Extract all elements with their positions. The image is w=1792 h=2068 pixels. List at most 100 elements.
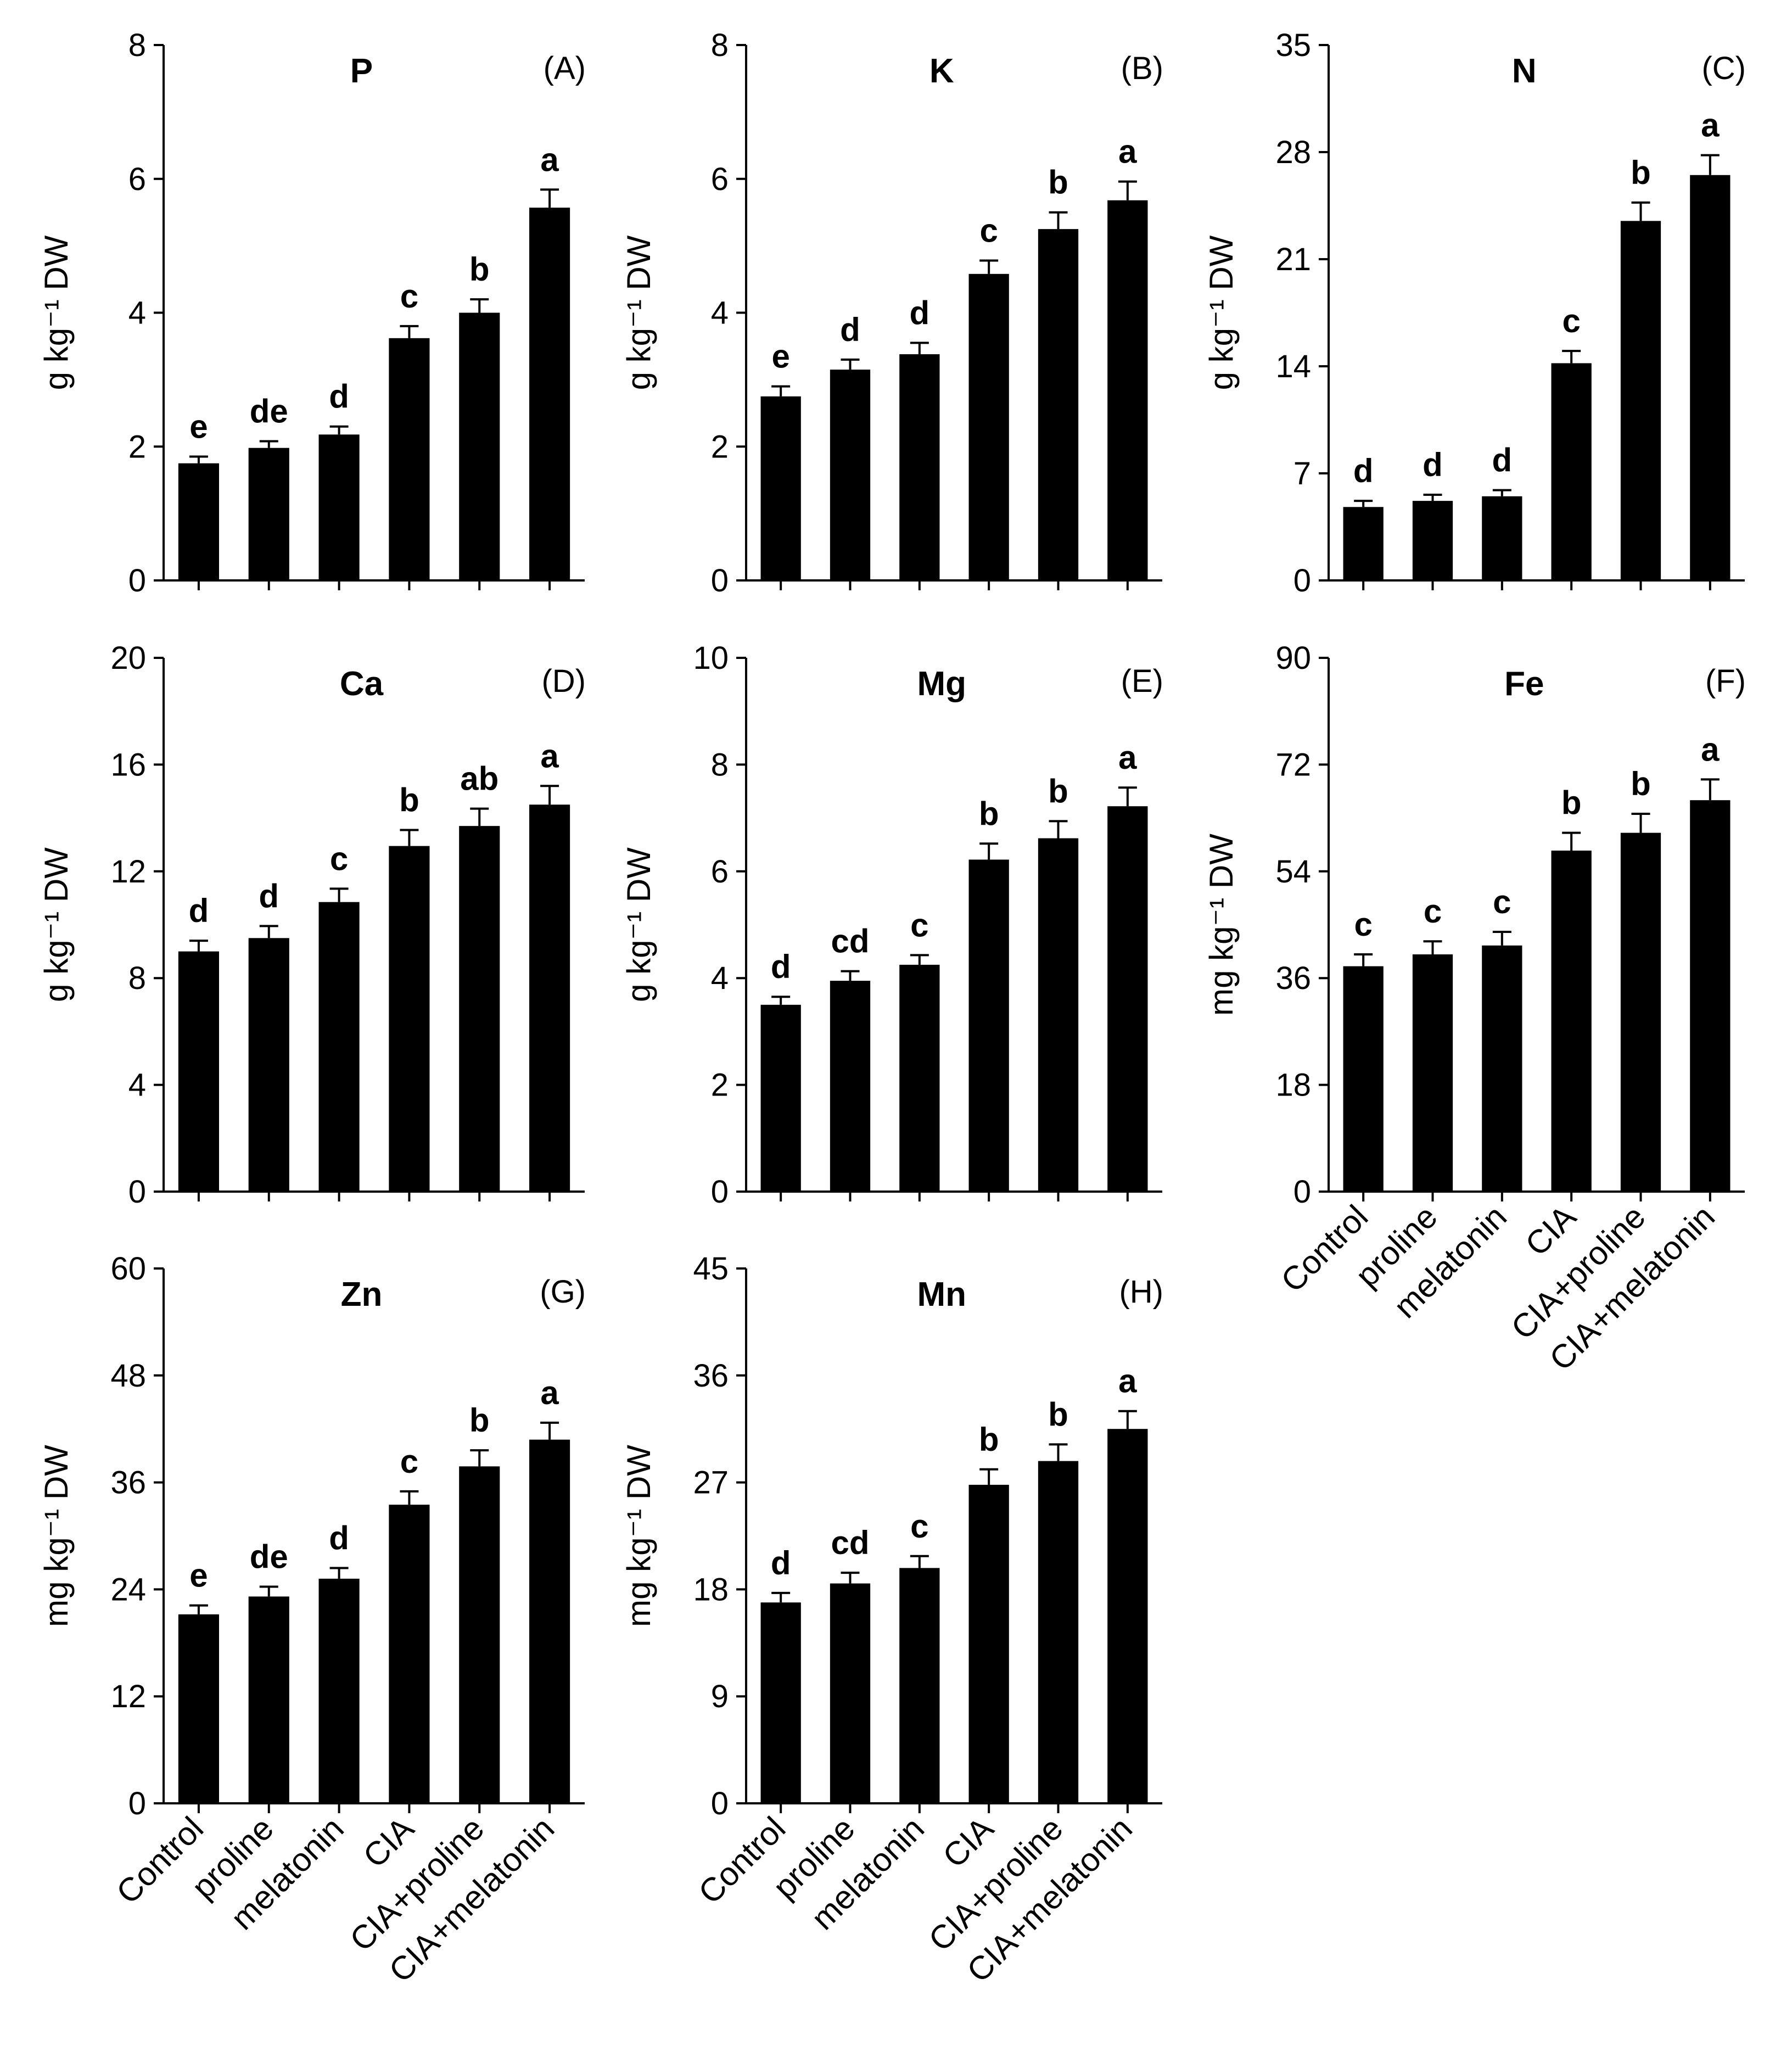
significance-letter: c: [400, 1443, 418, 1480]
y-axis-label: mg kg⁻¹ DW: [620, 1445, 657, 1627]
y-tick-label: 48: [110, 1358, 146, 1394]
y-tick-label: 0: [1293, 563, 1311, 599]
panel-k: 0 2 4 6 8 g kg⁻¹ DW K (B) e d d c b a: [620, 27, 1163, 599]
bar-control: [178, 951, 219, 1192]
y-tick-label: 8: [711, 27, 729, 63]
y-tick-label: 36: [693, 1358, 729, 1394]
significance-letter: d: [840, 311, 860, 348]
significance-letter: a: [540, 737, 559, 774]
bar-control: [760, 1602, 801, 1803]
significance-letter: c: [979, 212, 998, 249]
y-tick-label: 12: [110, 854, 146, 890]
y-tick-label: 18: [693, 1572, 729, 1607]
significance-letter: d: [771, 1545, 791, 1581]
panel-title: Ca: [340, 665, 384, 703]
y-tick-label: 2: [711, 1067, 729, 1103]
bar-control: [178, 1614, 219, 1803]
bar-proline: [1412, 501, 1453, 580]
significance-letter: d: [1353, 452, 1374, 489]
significance-letter: b: [469, 1402, 490, 1439]
significance-letter: d: [771, 948, 791, 985]
y-tick-label: 8: [711, 747, 729, 783]
bar-melatonin: [1482, 945, 1522, 1192]
significance-letter: cd: [831, 923, 869, 960]
panel-title: Mg: [917, 665, 966, 703]
bar-cia-proline: [459, 1466, 500, 1803]
y-axis-label: g kg⁻¹ DW: [620, 847, 657, 1002]
x-category-label: Control: [691, 1810, 792, 1911]
y-tick-label: 0: [128, 1174, 146, 1210]
y-tick-label: 36: [1275, 960, 1311, 996]
bar-cia-melatonin: [1107, 200, 1148, 580]
significance-letter: b: [1048, 164, 1068, 201]
significance-letter: e: [771, 338, 789, 375]
significance-letter: a: [1118, 739, 1137, 776]
panel-tag: (G): [540, 1274, 586, 1310]
significance-letter: a: [1701, 731, 1720, 768]
y-axis-label: g kg⁻¹ DW: [38, 847, 75, 1002]
bar-proline: [248, 1596, 289, 1803]
significance-letter: d: [1423, 446, 1443, 483]
y-tick-label: 60: [110, 1251, 146, 1287]
bar-cia-melatonin: [1690, 800, 1731, 1192]
significance-letter: d: [1492, 442, 1513, 479]
significance-letter: de: [250, 393, 288, 430]
bar-cia-melatonin: [529, 208, 570, 580]
panel-title: Zn: [341, 1276, 383, 1314]
significance-letter: b: [979, 1421, 999, 1458]
y-tick-label: 10: [693, 640, 729, 676]
significance-letter: c: [1354, 906, 1372, 943]
y-tick-label: 4: [711, 295, 729, 331]
y-tick-label: 7: [1293, 456, 1311, 491]
y-tick-label: 27: [693, 1465, 729, 1501]
bar-control: [760, 1004, 801, 1192]
panel-tag: (F): [1705, 663, 1746, 699]
panel-title: N: [1512, 52, 1537, 90]
bar-cia: [968, 1484, 1009, 1803]
bar-cia-proline: [1038, 1461, 1079, 1803]
y-axis-label: g kg⁻¹ DW: [38, 235, 75, 390]
y-axis-label: mg kg⁻¹ DW: [38, 1445, 75, 1627]
significance-letter: e: [189, 409, 208, 445]
y-tick-label: 0: [1293, 1174, 1311, 1210]
significance-letter: b: [469, 251, 490, 288]
bar-proline: [248, 448, 289, 580]
y-tick-label: 54: [1275, 854, 1311, 890]
bar-proline: [830, 981, 871, 1192]
y-tick-label: 0: [128, 1786, 146, 1821]
bar-control: [760, 396, 801, 580]
bar-melatonin: [318, 1578, 360, 1803]
y-tick-label: 8: [128, 27, 146, 63]
bar-cia-melatonin: [529, 804, 570, 1192]
y-tick-label: 14: [1275, 349, 1311, 384]
y-tick-label: 45: [693, 1251, 729, 1287]
significance-letter: a: [1701, 107, 1720, 144]
bar-cia: [389, 338, 430, 580]
bar-melatonin: [1482, 496, 1522, 580]
bar-cia-proline: [1038, 229, 1079, 580]
y-tick-label: 2: [711, 429, 729, 465]
bar-cia: [1551, 363, 1592, 580]
significance-letter: ab: [460, 761, 499, 797]
significance-letter: c: [1424, 893, 1442, 930]
y-tick-label: 4: [128, 1067, 146, 1103]
y-tick-label: 90: [1275, 640, 1311, 676]
bar-cia-proline: [459, 312, 500, 580]
bar-proline: [1412, 954, 1453, 1192]
significance-letter: d: [189, 892, 209, 929]
significance-letter: d: [329, 378, 349, 415]
bar-cia-melatonin: [529, 1439, 570, 1803]
significance-letter: c: [910, 907, 928, 943]
bar-cia: [968, 859, 1009, 1192]
y-tick-label: 0: [711, 1786, 729, 1821]
x-category-label: Control: [1274, 1198, 1375, 1299]
significance-letter: a: [1118, 133, 1137, 170]
y-tick-label: 4: [711, 960, 729, 996]
y-tick-label: 24: [110, 1572, 146, 1607]
bar-melatonin: [318, 902, 360, 1192]
significance-letter: d: [910, 294, 930, 331]
y-tick-label: 36: [110, 1465, 146, 1501]
panel-mg: 0 2 4 6 8 10 g kg⁻¹ DW Mg (E) d cd c b b a: [620, 640, 1163, 1210]
